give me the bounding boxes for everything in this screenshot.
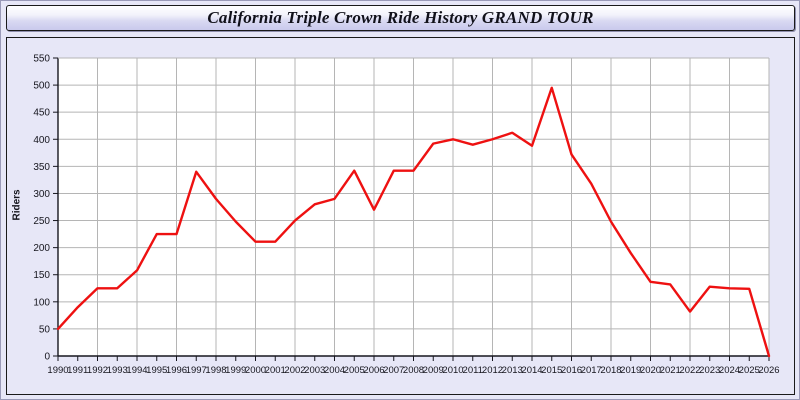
x-axis-tick-label: 2003 — [304, 365, 325, 376]
x-axis-tick-label: 2025 — [739, 365, 760, 376]
x-axis-tick-label: 2004 — [324, 365, 345, 376]
plot-wrap: 0 50 100 150 200 250 300 350 400 450 500 550 1990 199… — [7, 38, 796, 396]
y-axis-tick-label: 0 — [44, 352, 50, 363]
x-axis-tick-label: 2021 — [660, 365, 681, 376]
chart-title-bar: California Triple Crown Ride History GRA… — [6, 5, 795, 31]
line-chart-svg: 0501001502002503003504004505005501990199… — [33, 54, 779, 377]
x-axis-tick-label: 2023 — [699, 365, 720, 376]
x-axis-tick-label: 2007 — [383, 365, 404, 376]
x-axis-tick-label: 2013 — [502, 365, 523, 376]
x-axis-tick-label: 2026 — [758, 365, 779, 376]
x-axis-tick-label: 2020 — [640, 365, 661, 376]
x-axis-tick-label: 1993 — [107, 365, 128, 376]
y-axis-tick-label: 400 — [33, 135, 50, 146]
x-axis-tick-label: 2002 — [284, 365, 305, 376]
x-axis-tick-label: 2014 — [521, 365, 542, 376]
x-axis-tick-label: 2006 — [363, 365, 384, 376]
data-series-riders — [56, 86, 771, 358]
x-axis-tick-label: 2024 — [719, 365, 740, 376]
y-axis-tick-label: 200 — [33, 243, 50, 254]
x-axis-tick-label: 2016 — [561, 365, 582, 376]
x-axis-tick-label: 2022 — [679, 365, 700, 376]
x-axis-tick-label: 1994 — [126, 365, 147, 376]
y-axis-tick-label: 550 — [33, 54, 50, 65]
x-axis-tick-label: 2018 — [600, 365, 621, 376]
page-title: California Triple Crown Ride History GRA… — [207, 8, 594, 27]
x-axis-tick-label: 2011 — [463, 365, 483, 376]
x-axis-tick-label: 2001 — [265, 365, 286, 376]
y-axis-tick-label: 300 — [33, 189, 50, 200]
x-axis-tick-label: 1990 — [47, 365, 68, 376]
y-axis-tick-label: 150 — [33, 270, 50, 281]
x-axis-tick-label: 2012 — [482, 365, 503, 376]
chart-plot-container: Riders 0 50 100 150 200 250 300 350 400 450 500 550… — [6, 37, 795, 395]
x-axis-tick-label: 1995 — [146, 365, 167, 376]
y-axis-tick-label: 350 — [33, 162, 50, 173]
y-axis-tick-label: 100 — [33, 297, 50, 308]
x-axis-tick-label: 2010 — [442, 365, 463, 376]
x-axis-tick-label: 1997 — [186, 365, 207, 376]
x-axis-tick-label: 2015 — [541, 365, 562, 376]
x-axis-tick-label: 1999 — [225, 365, 246, 376]
y-axis-tick-label: 500 — [33, 81, 50, 92]
x-axis-tick-label: 1996 — [166, 365, 187, 376]
x-axis-tick-label: 2017 — [581, 365, 602, 376]
x-axis-tick-label: 1992 — [87, 365, 108, 376]
x-axis-tick-label: 1998 — [205, 365, 226, 376]
y-axis-tick-label: 250 — [33, 216, 50, 227]
x-axis-tick-label: 2009 — [423, 365, 444, 376]
x-axis-tick-label: 2000 — [245, 365, 266, 376]
x-axis-tick-label: 2008 — [403, 365, 424, 376]
x-axis-tick-label: 1991 — [67, 365, 88, 376]
x-axis-tick-label: 2019 — [620, 365, 641, 376]
y-axis-tick-label: 450 — [33, 108, 50, 119]
x-axis-tick-label: 2005 — [344, 365, 365, 376]
y-axis-tick-label: 50 — [39, 324, 51, 335]
